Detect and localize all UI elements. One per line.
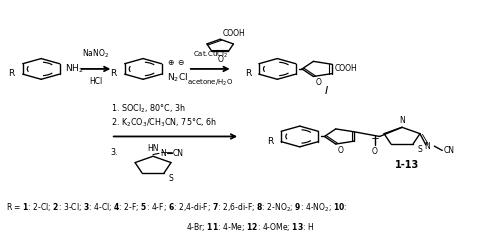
Text: CN: CN — [444, 146, 454, 155]
Text: HN: HN — [148, 144, 159, 153]
Text: COOH: COOH — [222, 29, 246, 38]
Text: R: R — [244, 69, 251, 78]
Text: N: N — [424, 142, 430, 151]
Text: NaNO$_2$: NaNO$_2$ — [82, 48, 110, 61]
Text: S: S — [168, 174, 173, 183]
Text: 1. SOCl$_2$, 80°C, 3h: 1. SOCl$_2$, 80°C, 3h — [111, 102, 186, 115]
Text: HCl: HCl — [89, 77, 102, 86]
Text: 1-13: 1-13 — [395, 160, 419, 170]
Text: I: I — [324, 86, 328, 96]
Text: N$_2$Cl: N$_2$Cl — [167, 71, 188, 84]
Text: Cat.CuCl$_2$: Cat.CuCl$_2$ — [192, 50, 228, 61]
Text: $\oplus$: $\oplus$ — [167, 58, 174, 67]
Text: O: O — [217, 55, 223, 64]
Text: COOH: COOH — [334, 64, 357, 73]
Text: R: R — [110, 69, 116, 78]
Text: R = $\mathbf{1}$: 2-Cl; $\mathbf{2}$: 3-Cl; $\mathbf{3}$: 4-Cl; $\mathbf{4}$: 2-: R = $\mathbf{1}$: 2-Cl; $\mathbf{2}$: 3-… — [6, 201, 348, 214]
Text: R: R — [8, 69, 15, 78]
Text: 4-Br; $\mathbf{11}$: 4-Me; $\mathbf{12}$: 4-OMe; $\mathbf{13}$: H: 4-Br; $\mathbf{11}$: 4-Me; $\mathbf{12}$… — [186, 221, 314, 233]
Text: 3.: 3. — [111, 148, 118, 157]
Text: CN: CN — [173, 149, 184, 158]
Text: R: R — [267, 137, 274, 146]
Text: N: N — [399, 116, 405, 125]
Text: O: O — [372, 147, 378, 156]
Text: O: O — [316, 78, 322, 87]
Text: acetone/H$_2$O: acetone/H$_2$O — [187, 77, 234, 88]
Text: NH$_2$: NH$_2$ — [65, 63, 84, 75]
Text: $\ominus$: $\ominus$ — [177, 58, 184, 67]
Text: 2. K$_2$CO$_3$/CH$_3$CN, 75°C, 6h: 2. K$_2$CO$_3$/CH$_3$CN, 75°C, 6h — [111, 117, 217, 130]
Text: N: N — [160, 149, 166, 158]
Text: S: S — [417, 145, 422, 154]
Text: O: O — [338, 146, 344, 155]
